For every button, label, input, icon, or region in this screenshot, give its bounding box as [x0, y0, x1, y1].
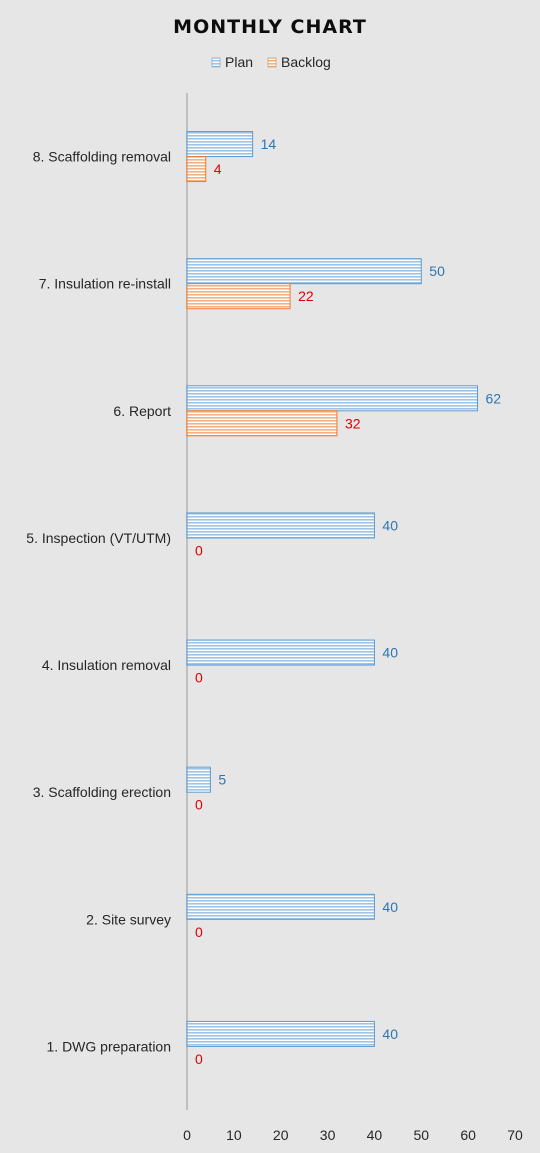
x-tick-label: 30	[320, 1127, 336, 1143]
category-label: 6. Report	[113, 403, 171, 419]
data-label-plan: 40	[382, 1026, 398, 1042]
data-label-plan: 50	[429, 263, 445, 279]
data-label-backlog: 4	[214, 161, 222, 177]
legend-label-backlog: Backlog	[281, 54, 331, 70]
x-tick-label: 0	[183, 1127, 191, 1143]
category-label: 8. Scaffolding removal	[33, 149, 171, 165]
x-tick-label: 20	[273, 1127, 289, 1143]
bar-plan	[186, 385, 479, 412]
category-label: 1. DWG preparation	[47, 1038, 172, 1054]
bar-plan	[186, 766, 211, 793]
category-label: 3. Scaffolding erection	[33, 784, 171, 800]
legend-swatch-plan	[211, 57, 221, 68]
category-label: 4. Insulation removal	[42, 657, 171, 673]
legend-swatch-backlog	[267, 57, 277, 68]
bar-backlog	[186, 156, 207, 183]
x-tick-label: 10	[226, 1127, 242, 1143]
x-tick-label: 70	[507, 1127, 523, 1143]
data-label-backlog: 22	[298, 288, 314, 304]
legend: Plan Backlog	[211, 54, 331, 70]
data-label-plan: 40	[382, 645, 398, 661]
bar-plan	[186, 1020, 375, 1047]
data-label-plan: 62	[486, 390, 502, 406]
bar-backlog	[186, 283, 291, 310]
bar-plan	[186, 893, 375, 920]
bar-plan	[186, 512, 375, 539]
bar-backlog	[186, 410, 338, 437]
data-label-backlog: 32	[345, 415, 361, 431]
data-label-plan: 14	[261, 136, 277, 152]
data-label-backlog: 0	[195, 797, 203, 813]
data-label-plan: 5	[218, 772, 226, 788]
data-label-backlog: 0	[195, 542, 203, 558]
data-label-plan: 40	[382, 899, 398, 915]
x-tick-label: 40	[367, 1127, 383, 1143]
category-label: 7. Insulation re-install	[39, 276, 171, 292]
legend-label-plan: Plan	[225, 54, 253, 70]
bar-plan	[186, 258, 422, 285]
bar-plan	[186, 131, 254, 158]
bar-plan	[186, 639, 375, 666]
category-label: 5. Inspection (VT/UTM)	[26, 530, 171, 546]
chart-title: MONTHLY CHART	[173, 16, 367, 38]
data-label-backlog: 0	[195, 670, 203, 686]
category-label: 2. Site survey	[86, 911, 171, 927]
x-tick-label: 50	[413, 1127, 429, 1143]
data-label-backlog: 0	[195, 924, 203, 940]
x-tick-label: 60	[460, 1127, 476, 1143]
data-label-plan: 40	[382, 517, 398, 533]
data-label-backlog: 0	[195, 1051, 203, 1067]
